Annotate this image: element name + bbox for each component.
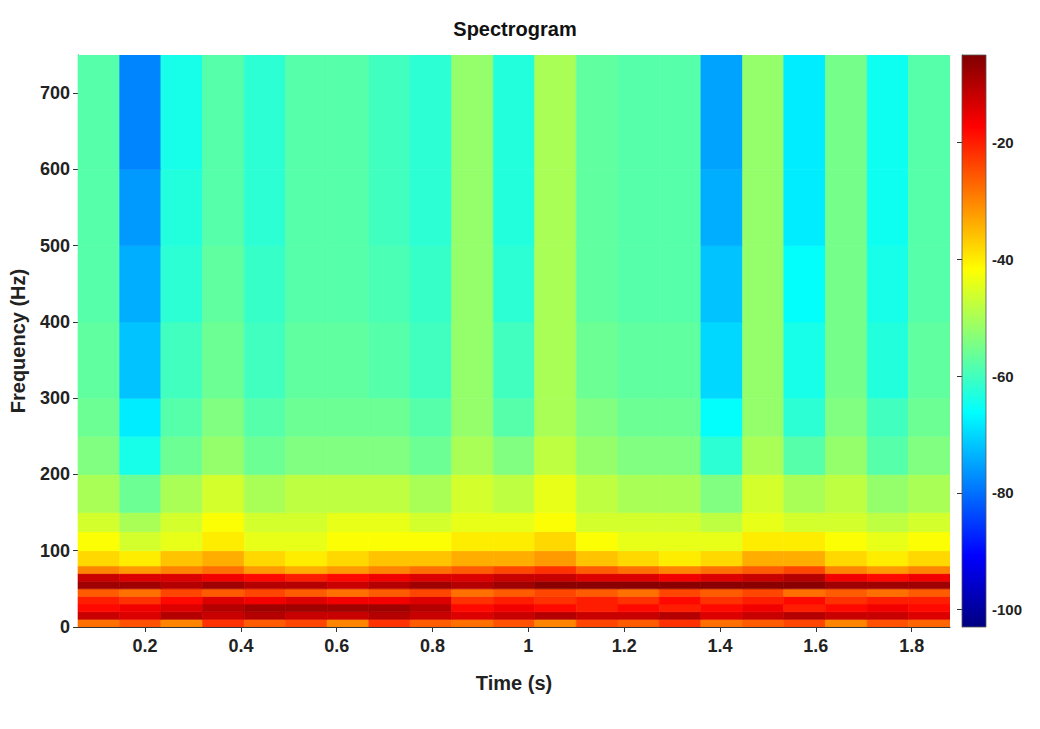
- svg-text:300: 300: [40, 388, 70, 408]
- svg-text:0.8: 0.8: [420, 636, 445, 656]
- svg-text:500: 500: [40, 236, 70, 256]
- svg-text:Spectrogram: Spectrogram: [453, 18, 576, 40]
- svg-text:700: 700: [40, 83, 70, 103]
- svg-text:0.2: 0.2: [133, 636, 158, 656]
- svg-text:-20: -20: [992, 134, 1014, 151]
- svg-text:100: 100: [40, 541, 70, 561]
- svg-text:200: 200: [40, 464, 70, 484]
- svg-text:-100: -100: [992, 601, 1022, 618]
- svg-text:400: 400: [40, 312, 70, 332]
- svg-text:1: 1: [523, 636, 533, 656]
- svg-text:Time (s): Time (s): [476, 672, 552, 694]
- svg-text:1.2: 1.2: [612, 636, 637, 656]
- svg-text:Frequency (Hz): Frequency (Hz): [7, 269, 29, 413]
- svg-text:-40: -40: [992, 251, 1014, 268]
- svg-text:1.4: 1.4: [708, 636, 733, 656]
- svg-text:1.6: 1.6: [803, 636, 828, 656]
- svg-text:0.6: 0.6: [324, 636, 349, 656]
- svg-text:-80: -80: [992, 484, 1014, 501]
- svg-text:1.8: 1.8: [899, 636, 924, 656]
- svg-text:600: 600: [40, 159, 70, 179]
- svg-text:-60: -60: [992, 368, 1014, 385]
- svg-text:0: 0: [60, 617, 70, 637]
- svg-text:0.4: 0.4: [228, 636, 253, 656]
